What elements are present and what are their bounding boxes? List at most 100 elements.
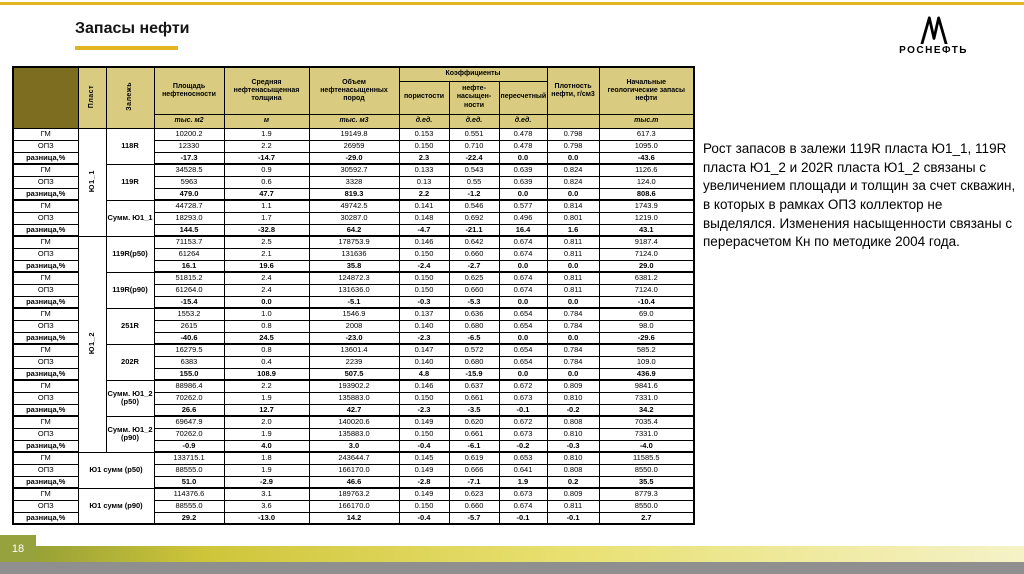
value-cell: 12330 (153, 139, 225, 153)
value-cell: 24.5 (223, 331, 310, 345)
value-cell: 34528.5 (153, 163, 225, 177)
plast-label: Ю1_2 (87, 331, 97, 355)
value-cell: 71153.7 (153, 235, 225, 249)
value-cell: 0.2 (546, 475, 600, 489)
value-cell: 819.3 (308, 187, 400, 201)
table-row: ОПЗ 88555.0 3.6 166170.0 0.150 0.660 0.674 0.81… (12, 499, 695, 513)
value-cell: 0.660 (448, 283, 500, 297)
value-cell: 2.2 (223, 379, 310, 393)
row-type-cell: ОПЗ (12, 391, 79, 405)
value-cell: -0.3 (546, 439, 600, 453)
value-cell: 0.661 (448, 427, 500, 441)
row-type-cell: ГМ (12, 379, 79, 393)
reserves-table-header: Пласт Залежь Площадь нефтеносности Средн… (12, 66, 695, 129)
value-cell: 0.654 (498, 307, 548, 321)
value-cell: 1553.2 (153, 307, 225, 321)
value-cell: 30287.0 (308, 211, 400, 225)
value-cell: 16279.5 (153, 343, 225, 357)
conversion-column-header: пересчетный (498, 80, 548, 115)
value-cell: -0.1 (498, 403, 548, 417)
value-cell: 166170.0 (308, 499, 400, 513)
value-cell: -13.0 (223, 511, 310, 525)
row-type-cell: ГМ (12, 271, 79, 285)
table-row: разница,% 29.2 -13.0 14.2 -0.4 -5.7 -0.1 -0.1 2.… (12, 511, 695, 525)
bottom-accent-bar (0, 546, 1024, 562)
unit-density (546, 113, 600, 129)
value-cell: 98.0 (598, 319, 695, 333)
value-cell: 808.6 (598, 187, 695, 201)
rosneft-logo-text: РОСНЕФТЬ (899, 45, 968, 56)
value-cell: 3328 (308, 175, 400, 189)
volume-column-header: Объем нефтенасыщенных пород (308, 66, 400, 115)
value-cell: 88555.0 (153, 463, 225, 477)
value-cell: 2.3 (398, 151, 450, 165)
value-cell: 189763.2 (308, 487, 400, 501)
value-cell: 0.824 (546, 175, 600, 189)
value-cell: 3.1 (223, 487, 310, 501)
value-cell: 6383 (153, 355, 225, 369)
value-cell: -5.7 (448, 511, 500, 525)
value-cell: 0.149 (398, 487, 450, 501)
value-cell: -4.7 (398, 223, 450, 237)
row-type-cell: ОПЗ (12, 463, 79, 477)
value-cell: 0.543 (448, 163, 500, 177)
value-cell: 166170.0 (308, 463, 400, 477)
value-cell: 193902.2 (308, 379, 400, 393)
value-cell: -0.1 (498, 511, 548, 525)
value-cell: 35.8 (308, 259, 400, 273)
value-cell: 0.0 (223, 295, 310, 309)
value-cell: 0.150 (398, 499, 450, 513)
plast-column-header: Пласт (77, 66, 107, 129)
table-row: разница,% 479.0 47.7 819.3 2.2 -1.2 0.0 0.0 808.… (12, 187, 695, 201)
table-row: ОПЗ 2615 0.8 2008 0.140 0.680 0.654 0.784 98.0 (12, 319, 695, 333)
value-cell: 0.0 (498, 151, 548, 165)
row-type-cell: ОПЗ (12, 175, 79, 189)
value-cell: -15.4 (153, 295, 225, 309)
saturation-column-header: нефте-насыщен-ности (448, 80, 500, 115)
value-cell: 1.9 (223, 427, 310, 441)
value-cell: 0.636 (448, 307, 500, 321)
value-cell: 0.641 (498, 463, 548, 477)
value-cell: 0.623 (448, 487, 500, 501)
value-cell: 2.4 (223, 283, 310, 297)
value-cell: 1126.6 (598, 163, 695, 177)
value-cell: 26959 (308, 139, 400, 153)
value-cell: 0.620 (448, 415, 500, 429)
value-cell: 43.1 (598, 223, 695, 237)
value-cell: 243644.7 (308, 451, 400, 465)
value-cell: 64.2 (308, 223, 400, 237)
value-cell: -0.2 (498, 439, 548, 453)
value-cell: 0.637 (448, 379, 500, 393)
value-cell: 0.150 (398, 427, 450, 441)
value-cell: 7331.0 (598, 427, 695, 441)
value-cell: 0.660 (448, 247, 500, 261)
value-cell: 0.8 (223, 319, 310, 333)
value-cell: 44728.7 (153, 199, 225, 213)
value-cell: 0.150 (398, 283, 450, 297)
value-cell: 0.661 (448, 391, 500, 405)
row-type-cell: ГМ (12, 307, 79, 321)
row-type-cell: разница,% (12, 367, 79, 381)
table-row: ОПЗ 12330 2.2 26959 0.150 0.710 0.478 0.798 1095… (12, 139, 695, 153)
zalezh-cell: Ю1 сумм (p50) (77, 451, 155, 489)
value-cell: 0.141 (398, 199, 450, 213)
value-cell: 155.0 (153, 367, 225, 381)
row-type-cell: ОПЗ (12, 427, 79, 441)
value-cell: 109.0 (598, 355, 695, 369)
row-type-cell: ОПЗ (12, 247, 79, 261)
value-cell: 69.0 (598, 307, 695, 321)
reserves-table-body: ГМ Ю1_1 118R 10200.2 1.9 19149.8 0.153 0.551 0.4… (12, 127, 695, 525)
corner-cell (12, 66, 79, 129)
value-cell: 0.6 (223, 175, 310, 189)
value-cell: 29.0 (598, 259, 695, 273)
value-cell: 178753.9 (308, 235, 400, 249)
value-cell: 0.811 (546, 271, 600, 285)
value-cell: -0.4 (398, 439, 450, 453)
zalezh-cell: Сумм. Ю1_2 (p90) (105, 415, 155, 453)
value-cell: -29.6 (598, 331, 695, 345)
unit-saturation: д.ед. (448, 113, 500, 129)
value-cell: 0.814 (546, 199, 600, 213)
value-cell: 0.0 (498, 187, 548, 201)
value-cell: -17.3 (153, 151, 225, 165)
value-cell: 0.810 (546, 451, 600, 465)
